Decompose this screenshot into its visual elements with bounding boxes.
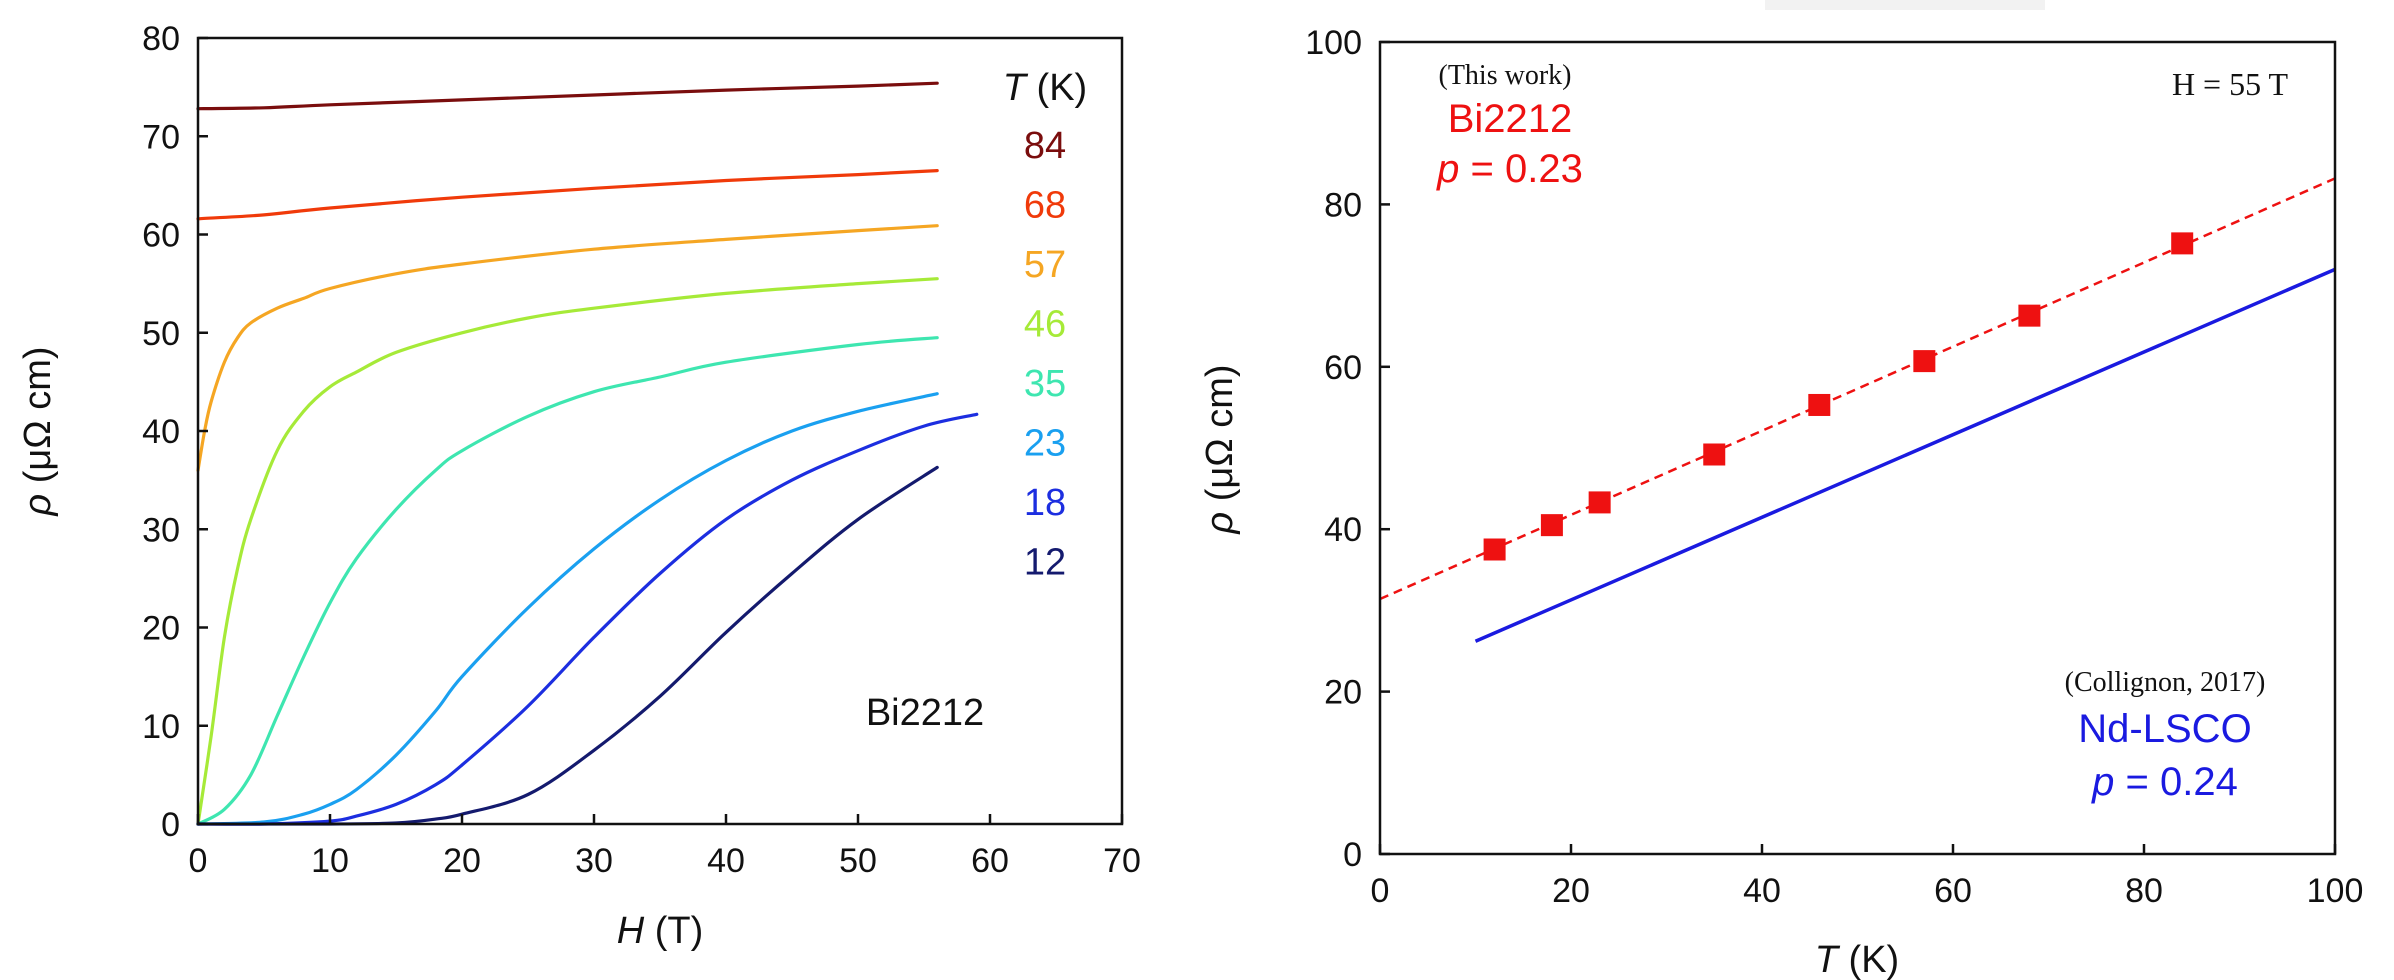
left-x-tick-label: 70 (1103, 842, 1141, 880)
curve-T-46 (196, 277, 939, 826)
legend-entry-12: 12 (1024, 542, 1066, 584)
left-panel-rho-vs-field: 0 10 20 30 40 50 60 70 0 10 20 30 40 50 60 70 80 H (T) ρ… (17, 20, 1141, 952)
legend-entry-68: 68 (1024, 185, 1066, 227)
right-ticks: 0 20 40 60 80 100 0 20 40 60 80 100 (1305, 24, 2363, 910)
left-sample-annotation: Bi2212 (866, 692, 984, 734)
right-x-tick-label: 40 (1743, 872, 1781, 910)
curve-T-18 (196, 412, 979, 826)
right-y-tick-label: 40 (1324, 511, 1362, 549)
right-lines (1379, 177, 2336, 643)
right-y-tick-label: 20 (1324, 674, 1362, 712)
left-y-tick-label: 60 (142, 217, 180, 255)
left-x-tick-label: 10 (311, 842, 349, 880)
left-ticks: 0 10 20 30 40 50 60 70 0 10 20 30 40 50 60 70 80 (142, 20, 1141, 880)
left-y-tick-label: 50 (142, 315, 180, 353)
left-y-tick-label: 10 (142, 708, 180, 746)
bi2212-linear-fit (1379, 177, 2336, 601)
right-y-tick-label: 80 (1324, 186, 1362, 224)
right-y-tick-label: 0 (1343, 836, 1362, 874)
bi2212-data-point (1483, 538, 1506, 561)
curve-T-23 (196, 392, 939, 826)
ndlsco-line (1474, 267, 2336, 643)
legend-entry-84: 84 (1024, 125, 1066, 167)
ndlsco-source-note: (Collignon, 2017) (2065, 667, 2266, 698)
legend-entry-46: 46 (1024, 304, 1066, 346)
left-y-tick-label: 40 (142, 413, 180, 451)
right-y-tick-label: 100 (1305, 24, 1362, 62)
left-y-tick-label: 70 (142, 118, 180, 156)
left-x-tick-label: 20 (443, 842, 481, 880)
right-x-tick-label: 20 (1552, 872, 1590, 910)
curve-T-68 (196, 169, 939, 221)
legend-title: T (K) (1003, 67, 1087, 109)
left-y-axis-label: ρ (μΩ cm) (17, 346, 59, 516)
right-x-tick-label: 60 (1934, 872, 1972, 910)
left-x-axis-label: H (T) (617, 910, 704, 952)
legend-entry-18: 18 (1024, 482, 1066, 524)
right-x-axis-label: T (K) (1815, 939, 1899, 980)
left-legend: 84 68 57 46 35 23 18 12 (1024, 125, 1066, 584)
bi2212-data-point (1913, 350, 1936, 373)
bi2212-data-point (2018, 304, 2041, 327)
right-panel-rho-vs-temperature: 0 20 40 60 80 100 0 20 40 60 80 100 T (K) ρ (μΩ cm)… (1199, 0, 2363, 980)
right-y-axis-label: ρ (μΩ cm) (1199, 364, 1241, 534)
left-y-tick-label: 20 (142, 610, 180, 648)
left-x-tick-label: 0 (189, 842, 208, 880)
bi2212-data-point (1588, 491, 1611, 514)
left-x-tick-label: 50 (839, 842, 877, 880)
left-y-tick-label: 0 (161, 806, 180, 844)
bi2212-series-label: Bi2212 (1448, 97, 1573, 141)
right-points (1483, 232, 2194, 561)
left-y-tick-label: 30 (142, 511, 180, 549)
bi2212-data-point (2171, 232, 2194, 255)
field-label: H = 55 T (2172, 66, 2289, 102)
right-x-tick-label: 0 (1371, 872, 1390, 910)
bi2212-data-point (1703, 443, 1726, 466)
left-curves (196, 81, 979, 826)
legend-entry-23: 23 (1024, 423, 1066, 465)
ndlsco-doping-label: p = 0.24 (2091, 760, 2238, 804)
bi2212-source-note: (This work) (1439, 60, 1572, 91)
left-x-tick-label: 60 (971, 842, 1009, 880)
bi2212-doping-label: p = 0.23 (1436, 147, 1583, 191)
right-x-tick-label: 100 (2307, 872, 2364, 910)
curve-T-57 (196, 224, 939, 472)
legend-entry-35: 35 (1024, 363, 1066, 405)
left-x-tick-label: 30 (575, 842, 613, 880)
ndlsco-series-label: Nd-LSCO (2078, 707, 2251, 751)
right-y-tick-label: 60 (1324, 349, 1362, 387)
left-x-tick-label: 40 (707, 842, 745, 880)
curve-T-35 (196, 336, 939, 826)
right-plot-frame (1378, 40, 2337, 856)
legend-entry-57: 57 (1024, 244, 1066, 286)
bi2212-data-point (1540, 514, 1563, 537)
right-x-tick-label: 80 (2125, 872, 2163, 910)
top-faint-bar (1765, 0, 2045, 10)
left-y-tick-label: 80 (142, 20, 180, 58)
bi2212-data-point (1808, 393, 1831, 416)
curve-T-84 (196, 81, 939, 111)
